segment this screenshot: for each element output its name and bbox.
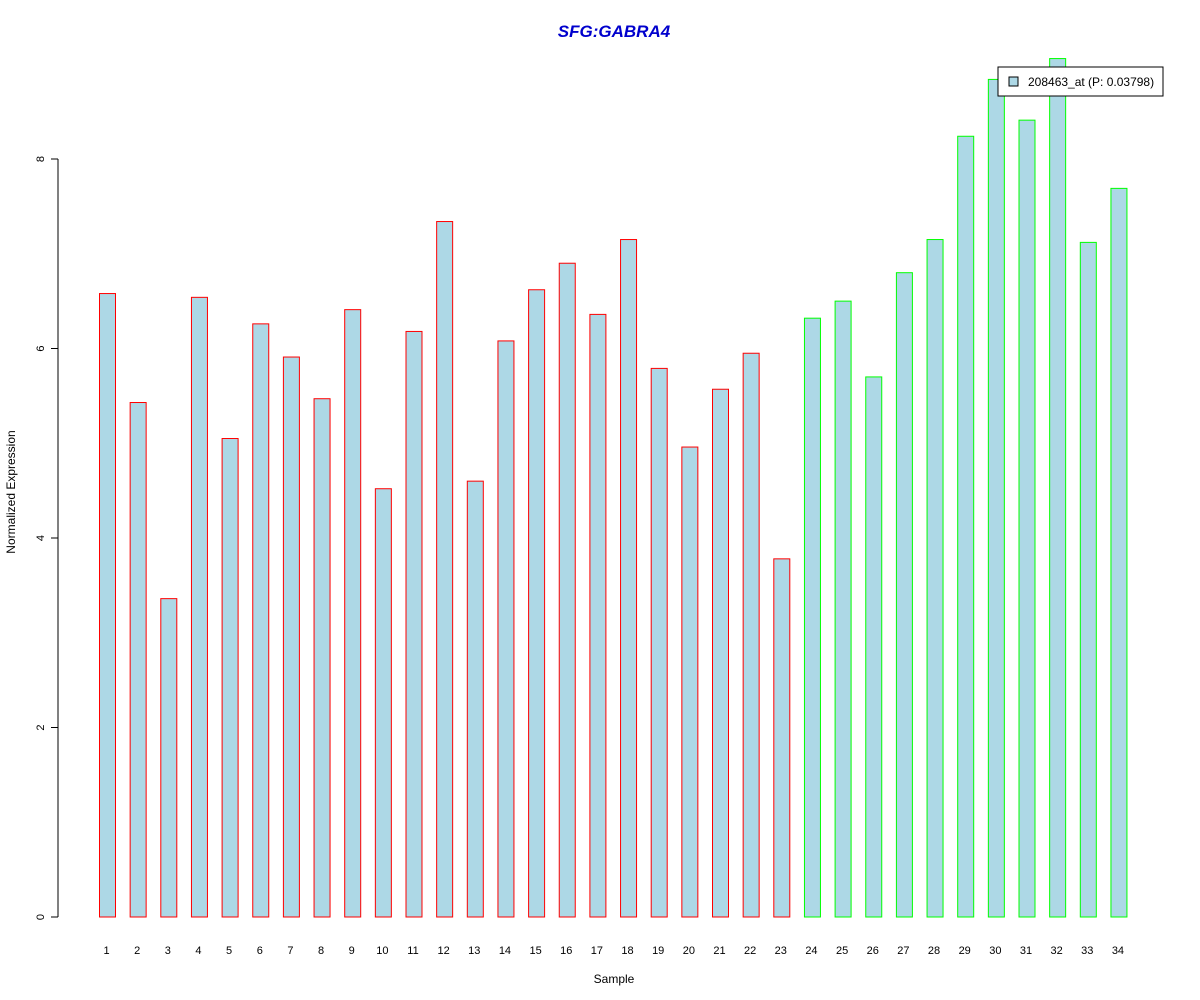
x-tick-label: 19 bbox=[652, 945, 664, 957]
bar bbox=[405, 330, 423, 918]
x-tick-label: 23 bbox=[775, 945, 787, 957]
x-tick-label: 30 bbox=[989, 945, 1001, 957]
y-tick-label: 8 bbox=[35, 156, 47, 162]
x-tick-label: 11 bbox=[407, 945, 418, 957]
x-tick-label: 13 bbox=[468, 945, 480, 957]
bar bbox=[1079, 241, 1097, 918]
bar bbox=[742, 352, 760, 918]
x-tick-label: 24 bbox=[805, 945, 817, 957]
bars bbox=[99, 58, 1128, 918]
x-tick-label: 21 bbox=[713, 945, 725, 957]
x-tick-label: 33 bbox=[1081, 945, 1093, 957]
bar bbox=[773, 558, 791, 918]
x-axis-tick-labels: 1 2 3 4 5 6 7 8 9 10 11 12 13 14 15 16 17 18 19 20 21 22 23 24 2… bbox=[103, 945, 1124, 957]
bar bbox=[497, 340, 515, 918]
x-axis-label: Sample bbox=[594, 972, 635, 986]
bar bbox=[650, 367, 668, 918]
x-tick-label: 27 bbox=[897, 945, 909, 957]
y-tick-label: 2 bbox=[35, 724, 47, 730]
bar bbox=[344, 309, 362, 918]
bar bbox=[221, 438, 239, 918]
bar bbox=[957, 135, 975, 918]
legend: 208463_at (P: 0.03798) bbox=[997, 66, 1164, 97]
bar bbox=[1049, 58, 1067, 918]
x-tick-label: 7 bbox=[287, 945, 293, 957]
y-axis-label: Normalized Expression bbox=[4, 430, 18, 553]
bar bbox=[1110, 187, 1128, 918]
bar bbox=[252, 323, 270, 918]
x-tick-label: 16 bbox=[560, 945, 572, 957]
y-tick-label: 4 bbox=[35, 535, 47, 541]
x-tick-label: 34 bbox=[1112, 945, 1124, 957]
bar bbox=[681, 446, 699, 918]
legend-swatch bbox=[1008, 76, 1019, 87]
x-tick-label: 22 bbox=[744, 945, 756, 957]
x-tick-label: 5 bbox=[226, 945, 232, 957]
x-tick-label: 28 bbox=[928, 945, 940, 957]
bar bbox=[129, 402, 147, 918]
bar bbox=[895, 272, 913, 918]
x-tick-label: 4 bbox=[195, 945, 201, 957]
bar bbox=[803, 317, 821, 918]
bar bbox=[282, 356, 300, 918]
bar bbox=[926, 239, 944, 918]
bar bbox=[1018, 119, 1036, 918]
x-tick-label: 6 bbox=[257, 945, 263, 957]
y-axis: 0 2 4 6 8 bbox=[35, 156, 59, 920]
x-tick-label: 2 bbox=[134, 945, 140, 957]
bar bbox=[987, 78, 1005, 918]
x-tick-label: 8 bbox=[318, 945, 324, 957]
x-tick-label: 9 bbox=[349, 945, 355, 957]
x-tick-label: 26 bbox=[867, 945, 879, 957]
chart-title: SFG:GABRA4 bbox=[558, 22, 671, 41]
bar bbox=[190, 296, 208, 918]
bar bbox=[865, 376, 883, 918]
x-tick-label: 15 bbox=[529, 945, 541, 957]
y-tick-label: 6 bbox=[35, 345, 47, 351]
x-tick-label: 29 bbox=[959, 945, 971, 957]
x-tick-label: 12 bbox=[438, 945, 450, 957]
x-tick-label: 20 bbox=[683, 945, 695, 957]
bar bbox=[160, 598, 178, 918]
bar bbox=[589, 313, 607, 918]
legend-box bbox=[997, 66, 1164, 97]
x-tick-label: 1 bbox=[103, 945, 109, 957]
y-tick-label: 0 bbox=[35, 914, 47, 920]
bar bbox=[528, 289, 546, 918]
bar bbox=[712, 388, 729, 918]
x-tick-label: 18 bbox=[621, 945, 633, 957]
x-tick-label: 32 bbox=[1051, 945, 1063, 957]
x-tick-label: 31 bbox=[1020, 945, 1032, 957]
legend-label: 208463_at (P: 0.03798) bbox=[1028, 75, 1154, 89]
bar bbox=[99, 293, 116, 918]
bar bbox=[834, 300, 852, 918]
x-tick-label: 17 bbox=[591, 945, 603, 957]
bar bbox=[436, 221, 454, 918]
bar bbox=[313, 398, 331, 918]
bar bbox=[374, 488, 392, 918]
bar bbox=[620, 239, 638, 918]
x-tick-label: 14 bbox=[499, 945, 511, 957]
x-tick-label: 10 bbox=[376, 945, 388, 957]
bar bbox=[558, 262, 576, 918]
bar bbox=[466, 480, 484, 918]
x-tick-label: 25 bbox=[836, 945, 848, 957]
x-tick-label: 3 bbox=[165, 945, 171, 957]
